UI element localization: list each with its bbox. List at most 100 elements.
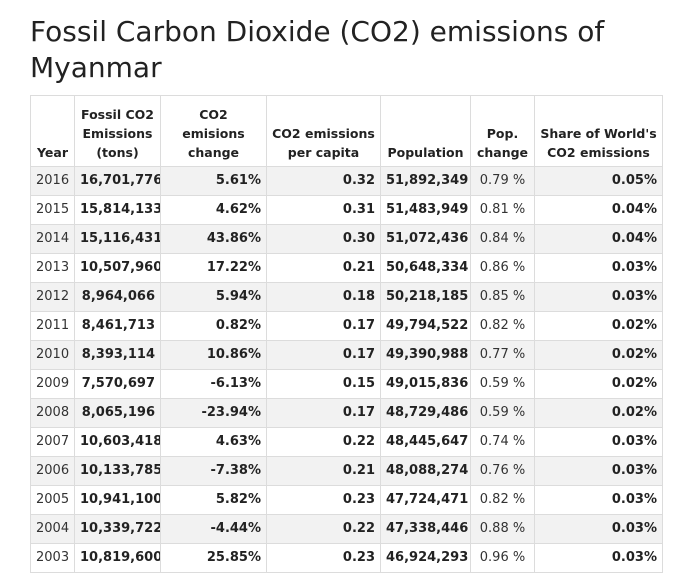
population-cell: 51,072,436 xyxy=(380,224,471,254)
change-cell: 10.86% xyxy=(160,340,267,370)
pop-change-cell: 0.82 % xyxy=(470,311,535,341)
table-row: 2003 10,819,600 25.85% 0.23 46,924,293 0.96 %… xyxy=(30,543,663,573)
share-cell: 0.02% xyxy=(534,398,663,428)
change-cell: 43.86% xyxy=(160,224,267,254)
pop-change-cell: 0.88 % xyxy=(470,514,535,544)
pop-change-cell: 0.82 % xyxy=(470,485,535,515)
population-cell: 49,015,836 xyxy=(380,369,471,399)
per-capita-cell: 0.15 xyxy=(266,369,381,399)
emissions-cell: 10,133,785 xyxy=(74,456,161,486)
year-cell: 2015 xyxy=(30,195,75,225)
header-pop-change: Pop. change xyxy=(470,95,535,167)
share-cell: 0.02% xyxy=(534,340,663,370)
per-capita-cell: 0.17 xyxy=(266,398,381,428)
per-capita-cell: 0.21 xyxy=(266,253,381,283)
year-cell: 2013 xyxy=(30,253,75,283)
per-capita-cell: 0.22 xyxy=(266,514,381,544)
emissions-cell: 8,461,713 xyxy=(74,311,161,341)
change-cell: 0.82% xyxy=(160,311,267,341)
year-cell: 2010 xyxy=(30,340,75,370)
table-row: 2006 10,133,785 -7.38% 0.21 48,088,274 0.76 %… xyxy=(30,456,663,486)
year-cell: 2005 xyxy=(30,485,75,515)
table-row: 2013 10,507,960 17.22% 0.21 50,648,334 0.86 %… xyxy=(30,253,663,283)
population-cell: 50,648,334 xyxy=(380,253,471,283)
share-cell: 0.03% xyxy=(534,543,663,573)
emissions-cell: 7,570,697 xyxy=(74,369,161,399)
change-cell: -23.94% xyxy=(160,398,267,428)
year-cell: 2006 xyxy=(30,456,75,486)
table-row: 2008 8,065,196 -23.94% 0.17 48,729,486 0.59 %… xyxy=(30,398,663,428)
change-cell: 5.82% xyxy=(160,485,267,515)
year-cell: 2007 xyxy=(30,427,75,457)
change-cell: 5.61% xyxy=(160,166,267,196)
population-cell: 49,794,522 xyxy=(380,311,471,341)
population-cell: 49,390,988 xyxy=(380,340,471,370)
share-cell: 0.02% xyxy=(534,311,663,341)
header-population: Population xyxy=(380,95,471,167)
population-cell: 47,338,446 xyxy=(380,514,471,544)
emissions-cell: 10,819,600 xyxy=(74,543,161,573)
emissions-cell: 8,393,114 xyxy=(74,340,161,370)
population-cell: 48,729,486 xyxy=(380,398,471,428)
population-cell: 51,483,949 xyxy=(380,195,471,225)
change-cell: -4.44% xyxy=(160,514,267,544)
page-title: Fossil Carbon Dioxide (CO2) emissions of… xyxy=(30,15,605,84)
share-cell: 0.04% xyxy=(534,224,663,254)
pop-change-cell: 0.74 % xyxy=(470,427,535,457)
emissions-cell: 10,507,960 xyxy=(74,253,161,283)
per-capita-cell: 0.18 xyxy=(266,282,381,312)
per-capita-cell: 0.22 xyxy=(266,427,381,457)
per-capita-cell: 0.23 xyxy=(266,485,381,515)
table-row: 2011 8,461,713 0.82% 0.17 49,794,522 0.82 % 0.… xyxy=(30,311,663,341)
year-cell: 2011 xyxy=(30,311,75,341)
share-cell: 0.02% xyxy=(534,369,663,399)
share-cell: 0.03% xyxy=(534,282,663,312)
pop-change-cell: 0.96 % xyxy=(470,543,535,573)
pop-change-cell: 0.76 % xyxy=(470,456,535,486)
pop-change-cell: 0.77 % xyxy=(470,340,535,370)
table-row: 2014 15,116,431 43.86% 0.30 51,072,436 0.84 %… xyxy=(30,224,663,254)
table-row: 2009 7,570,697 -6.13% 0.15 49,015,836 0.59 % 0… xyxy=(30,369,663,399)
year-cell: 2009 xyxy=(30,369,75,399)
table-row: 2005 10,941,100 5.82% 0.23 47,724,471 0.82 % 0… xyxy=(30,485,663,515)
emissions-cell: 8,065,196 xyxy=(74,398,161,428)
population-cell: 50,218,185 xyxy=(380,282,471,312)
table-row: 2012 8,964,066 5.94% 0.18 50,218,185 0.85 % 0.… xyxy=(30,282,663,312)
change-cell: 4.62% xyxy=(160,195,267,225)
share-cell: 0.04% xyxy=(534,195,663,225)
header-year: Year xyxy=(30,95,75,167)
share-cell: 0.03% xyxy=(534,456,663,486)
pop-change-cell: 0.84 % xyxy=(470,224,535,254)
pop-change-cell: 0.85 % xyxy=(470,282,535,312)
emissions-cell: 8,964,066 xyxy=(74,282,161,312)
emissions-table: Year Fossil CO2 Emissions (tons) CO2 emi… xyxy=(30,95,663,573)
year-cell: 2003 xyxy=(30,543,75,573)
year-cell: 2004 xyxy=(30,514,75,544)
change-cell: 17.22% xyxy=(160,253,267,283)
pop-change-cell: 0.59 % xyxy=(470,369,535,399)
year-cell: 2008 xyxy=(30,398,75,428)
change-cell: 5.94% xyxy=(160,282,267,312)
per-capita-cell: 0.30 xyxy=(266,224,381,254)
header-emissions: Fossil CO2 Emissions (tons) xyxy=(74,95,161,167)
population-cell: 48,088,274 xyxy=(380,456,471,486)
per-capita-cell: 0.17 xyxy=(266,340,381,370)
share-cell: 0.05% xyxy=(534,166,663,196)
header-change: CO2 emisions change xyxy=(160,95,267,167)
population-cell: 47,724,471 xyxy=(380,485,471,515)
table-header-row: Year Fossil CO2 Emissions (tons) CO2 emi… xyxy=(30,95,663,167)
header-share: Share of World's CO2 emissions xyxy=(534,95,663,167)
pop-change-cell: 0.59 % xyxy=(470,398,535,428)
per-capita-cell: 0.32 xyxy=(266,166,381,196)
table-row: 2016 16,701,776 5.61% 0.32 51,892,349 0.79 % 0… xyxy=(30,166,663,196)
per-capita-cell: 0.21 xyxy=(266,456,381,486)
header-per-capita: CO2 emissions per capita xyxy=(266,95,381,167)
table-row: 2007 10,603,418 4.63% 0.22 48,445,647 0.74 % 0… xyxy=(30,427,663,457)
year-cell: 2012 xyxy=(30,282,75,312)
table-row: 2010 8,393,114 10.86% 0.17 49,390,988 0.77 % 0… xyxy=(30,340,663,370)
table-row: 2004 10,339,722 -4.44% 0.22 47,338,446 0.88 %… xyxy=(30,514,663,544)
change-cell: -6.13% xyxy=(160,369,267,399)
per-capita-cell: 0.17 xyxy=(266,311,381,341)
share-cell: 0.03% xyxy=(534,253,663,283)
emissions-cell: 10,941,100 xyxy=(74,485,161,515)
